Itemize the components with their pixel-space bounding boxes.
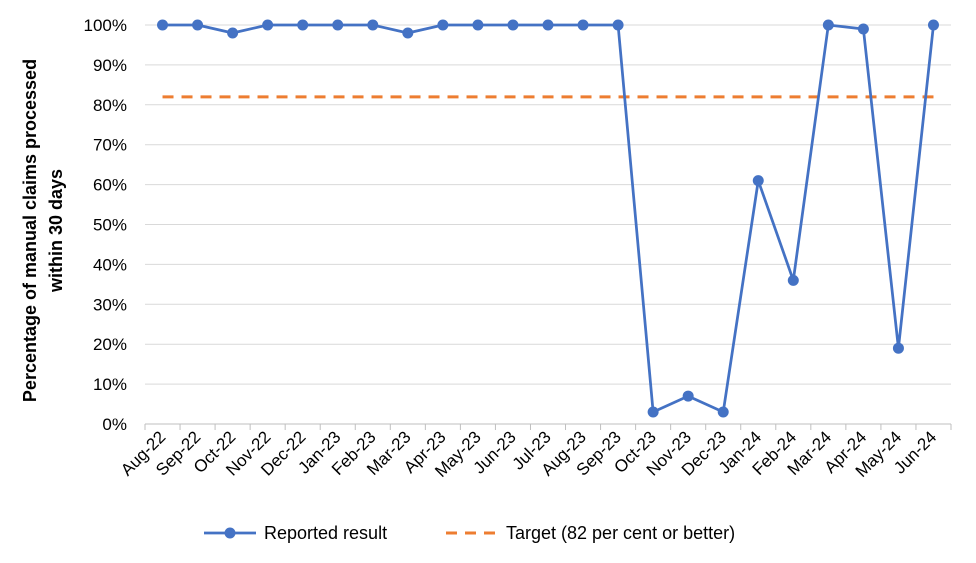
y-tick-label: 80% [93, 96, 127, 115]
legend-label: Target (82 per cent or better) [506, 523, 735, 543]
data-point [157, 19, 169, 31]
data-point [507, 19, 519, 31]
legend-item: Reported result [204, 523, 387, 543]
y-tick-label: 70% [93, 136, 127, 155]
data-point [472, 19, 484, 31]
data-point [577, 19, 589, 31]
legend-item: Target (82 per cent or better) [446, 523, 735, 543]
data-point [612, 19, 624, 31]
y-tick-label: 60% [93, 176, 127, 195]
data-point [787, 274, 799, 286]
y-axis-title: Percentage of manual claims processed wit… [20, 59, 66, 402]
y-axis-tick-labels: 0% 10% 20% 30% 40% 50% 60% 70% 80% 90% 100% [84, 16, 127, 434]
x-axis-tick-labels: Aug-22Sep-22Oct-22Nov-22Dec-22Jan-23Feb-… [117, 427, 940, 481]
data-point [647, 406, 659, 418]
y-tick-label: 30% [93, 295, 127, 314]
data-point [892, 342, 904, 354]
data-point [752, 175, 764, 187]
gridlines [145, 24, 951, 385]
data-point [822, 19, 834, 31]
data-point [717, 406, 729, 418]
data-point [332, 19, 344, 31]
y-tick-label: 40% [93, 255, 127, 274]
legend-marker [224, 527, 236, 539]
data-point [927, 19, 939, 31]
x-axis [144, 423, 952, 430]
data-point [262, 19, 274, 31]
y-axis-title-line: Percentage of manual claims processed [20, 59, 40, 402]
y-tick-label: 10% [93, 375, 127, 394]
y-tick-label: 0% [102, 415, 127, 434]
series-group [157, 19, 939, 418]
legend-label: Reported result [264, 523, 387, 543]
y-axis-title-line: within 30 days [46, 169, 66, 293]
data-point [402, 27, 414, 39]
series-0 [157, 19, 939, 418]
data-point [367, 19, 379, 31]
y-tick-label: 50% [93, 216, 127, 235]
legend: Reported result Target (82 per cent or be… [204, 523, 735, 543]
y-tick-label: 90% [93, 56, 127, 75]
data-point [297, 19, 309, 31]
data-point [227, 27, 239, 39]
data-point [857, 23, 869, 35]
data-point [682, 390, 694, 402]
data-point [192, 19, 204, 31]
data-point [437, 19, 449, 31]
reported-result-line [162, 23, 935, 414]
y-tick-label: 100% [84, 16, 127, 35]
data-point [542, 19, 554, 31]
y-tick-label: 20% [93, 335, 127, 354]
